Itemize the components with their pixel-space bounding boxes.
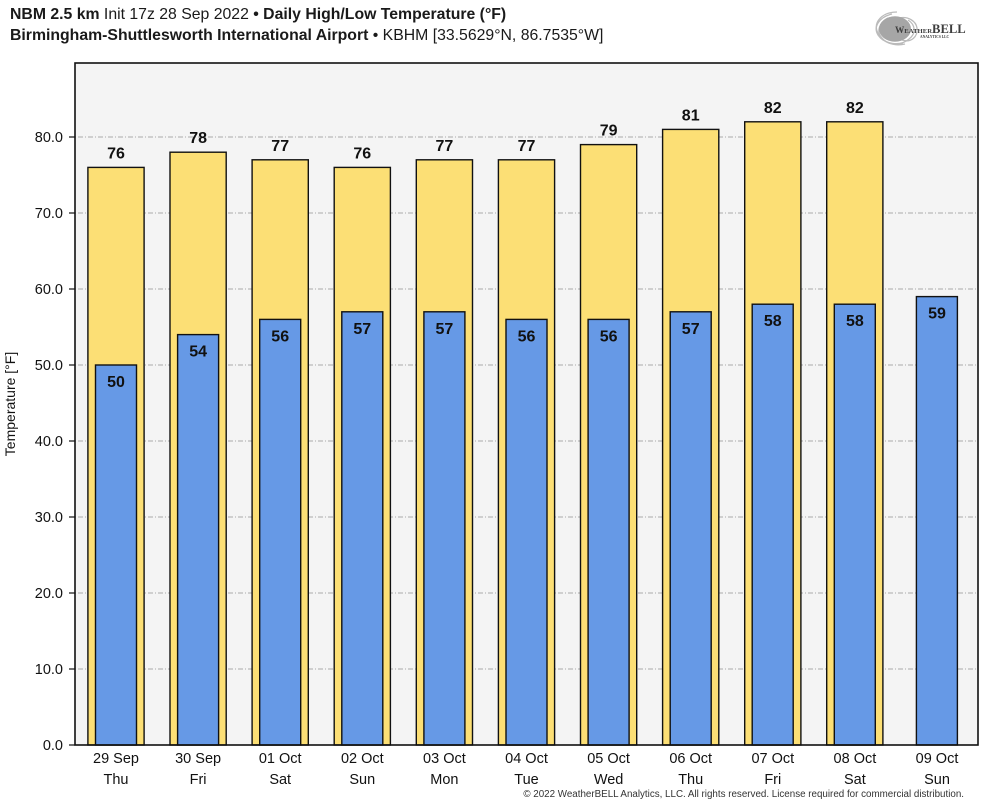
svg-text:30.0: 30.0 bbox=[35, 510, 63, 526]
svg-text:20.0: 20.0 bbox=[35, 586, 63, 602]
svg-text:Mon: Mon bbox=[430, 772, 458, 788]
svg-text:77: 77 bbox=[436, 138, 454, 155]
svg-text:06 Oct: 06 Oct bbox=[669, 751, 712, 767]
svg-text:Sat: Sat bbox=[844, 772, 866, 788]
svg-text:Sun: Sun bbox=[924, 772, 950, 788]
svg-text:Temperature [°F]: Temperature [°F] bbox=[2, 352, 18, 456]
svg-text:40.0: 40.0 bbox=[35, 434, 63, 450]
svg-text:60.0: 60.0 bbox=[35, 282, 63, 298]
svg-text:59: 59 bbox=[928, 306, 946, 323]
svg-text:57: 57 bbox=[682, 321, 700, 338]
svg-text:56: 56 bbox=[518, 328, 536, 345]
svg-text:01 Oct: 01 Oct bbox=[259, 751, 302, 767]
svg-text:56: 56 bbox=[271, 328, 289, 345]
svg-text:03 Oct: 03 Oct bbox=[423, 751, 466, 767]
svg-text:09 Oct: 09 Oct bbox=[916, 751, 959, 767]
svg-text:Thu: Thu bbox=[678, 772, 703, 788]
svg-text:79: 79 bbox=[600, 123, 618, 140]
svg-text:57: 57 bbox=[436, 321, 454, 338]
svg-text:56: 56 bbox=[600, 328, 618, 345]
svg-text:70.0: 70.0 bbox=[35, 206, 63, 222]
svg-text:50: 50 bbox=[107, 374, 125, 391]
svg-text:Thu: Thu bbox=[104, 772, 129, 788]
svg-text:57: 57 bbox=[353, 321, 371, 338]
svg-text:58: 58 bbox=[846, 313, 864, 330]
svg-text:80.0: 80.0 bbox=[35, 130, 63, 146]
svg-text:Sun: Sun bbox=[349, 772, 375, 788]
svg-text:81: 81 bbox=[682, 107, 700, 124]
svg-text:04 Oct: 04 Oct bbox=[505, 751, 548, 767]
svg-text:10.0: 10.0 bbox=[35, 662, 63, 678]
svg-text:76: 76 bbox=[107, 145, 125, 162]
svg-text:58: 58 bbox=[764, 313, 782, 330]
svg-text:Tue: Tue bbox=[514, 772, 538, 788]
svg-text:08 Oct: 08 Oct bbox=[834, 751, 877, 767]
svg-text:77: 77 bbox=[518, 138, 536, 155]
svg-text:05 Oct: 05 Oct bbox=[587, 751, 630, 767]
svg-text:Wed: Wed bbox=[594, 772, 624, 788]
svg-text:02 Oct: 02 Oct bbox=[341, 751, 384, 767]
svg-text:77: 77 bbox=[271, 138, 289, 155]
svg-text:29 Sep: 29 Sep bbox=[93, 751, 139, 767]
svg-text:Sat: Sat bbox=[269, 772, 291, 788]
svg-text:82: 82 bbox=[764, 100, 782, 117]
svg-text:76: 76 bbox=[353, 145, 371, 162]
svg-text:78: 78 bbox=[189, 130, 207, 147]
svg-text:07 Oct: 07 Oct bbox=[751, 751, 794, 767]
svg-text:54: 54 bbox=[189, 344, 207, 361]
svg-text:50.0: 50.0 bbox=[35, 358, 63, 374]
svg-text:30 Sep: 30 Sep bbox=[175, 751, 221, 767]
svg-text:82: 82 bbox=[846, 100, 864, 117]
svg-text:Fri: Fri bbox=[764, 772, 781, 788]
svg-text:Fri: Fri bbox=[190, 772, 207, 788]
svg-text:0.0: 0.0 bbox=[43, 738, 63, 754]
